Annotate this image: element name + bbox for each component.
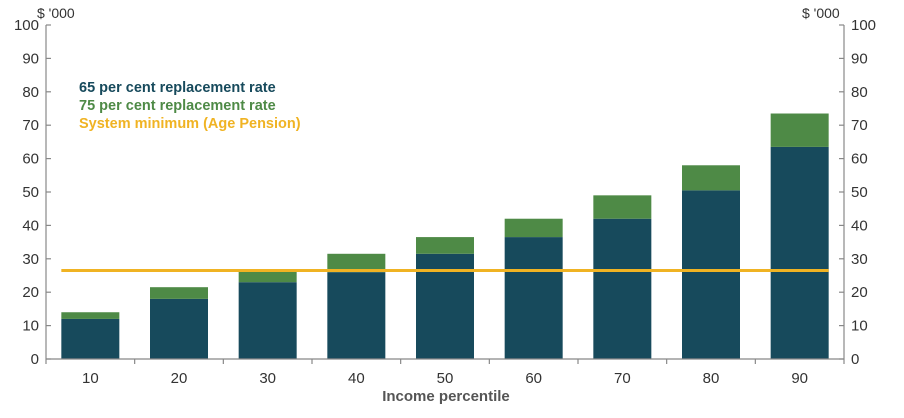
y-tick-label-left: 80: [22, 84, 39, 101]
bar-75-percent-40: [327, 253, 386, 273]
y-tick-label-right: 90: [851, 50, 868, 67]
x-tick-label: 40: [348, 370, 365, 387]
bar-65-percent-90: [770, 146, 829, 359]
bar-75-percent-80: [682, 165, 740, 191]
bar-75-percent-10: [61, 312, 120, 319]
x-axis: 10 20 30 40 50 60 70 80 90: [45, 358, 845, 387]
y-axis-right: 0 10 20 30 40 50 60 70 80 90 100: [839, 17, 876, 368]
legend-entry-75-percent: 75 per cent replacement rate: [79, 98, 276, 114]
y-tick-label-right: 20: [851, 284, 868, 301]
y-tick-label-left: 100: [14, 17, 39, 34]
x-tick-label: 70: [614, 370, 631, 387]
bar-65-percent-10: [61, 318, 120, 359]
x-tick-label: 60: [525, 370, 542, 387]
bar-75-percent-20: [150, 287, 208, 299]
bar-75-percent-30: [238, 270, 297, 283]
bar-75-percent-50: [416, 237, 474, 254]
y-tick-label-left: 90: [22, 50, 39, 67]
x-tick-label: 80: [703, 370, 720, 387]
bar-65-percent-60: [504, 237, 563, 359]
y-tick-label-left: 20: [22, 284, 39, 301]
bar-75-percent-60: [504, 218, 563, 238]
y-tick-label-left: 60: [22, 151, 39, 168]
y-tick-label-left: 40: [22, 217, 39, 234]
y-tick-label-left: 0: [31, 351, 39, 368]
y-tick-label-left: 70: [22, 117, 39, 134]
y-tick-label-right: 80: [851, 84, 868, 101]
y-tick-label-right: 100: [851, 17, 876, 34]
x-tick-label: 10: [82, 370, 99, 387]
y-tick-label-right: 10: [851, 318, 868, 335]
legend: 65 per cent replacement rate 75 per cent…: [79, 80, 301, 132]
y-tick-label-left: 50: [22, 184, 39, 201]
y-tick-label-right: 60: [851, 151, 868, 168]
y-tick-label-left: 10: [22, 318, 39, 335]
legend-entry-65-percent: 65 per cent replacement rate: [79, 80, 276, 96]
x-tick-label: 30: [259, 370, 276, 387]
y-tick-label-right: 50: [851, 184, 868, 201]
bar-65-percent-20: [150, 298, 208, 359]
y-tick-label-right: 0: [851, 351, 859, 368]
y-tick-label-right: 40: [851, 217, 868, 234]
x-axis-label: Income percentile: [382, 388, 510, 405]
y-axis-left: 0 10 20 30 40 50 60 70 80 90 100: [14, 17, 51, 368]
x-tick-label: 50: [437, 370, 454, 387]
legend-entry-system-minimum: System minimum (Age Pension): [79, 116, 301, 132]
bar-65-percent-70: [593, 218, 652, 359]
y-axis-unit-right: $ '000: [802, 5, 840, 21]
bar-65-percent-30: [238, 282, 297, 359]
x-tick-label: 20: [171, 370, 188, 387]
y-tick-label-left: 30: [22, 251, 39, 268]
x-tick-label: 90: [791, 370, 808, 387]
bar-65-percent-40: [327, 272, 386, 359]
bars: [61, 113, 829, 359]
y-axis-unit-left: $ '000: [37, 5, 75, 21]
bar-75-percent-90: [770, 113, 829, 147]
y-tick-label-right: 30: [851, 251, 868, 268]
bar-75-percent-70: [593, 195, 652, 219]
bar-65-percent-80: [682, 190, 740, 359]
y-tick-label-right: 70: [851, 117, 868, 134]
